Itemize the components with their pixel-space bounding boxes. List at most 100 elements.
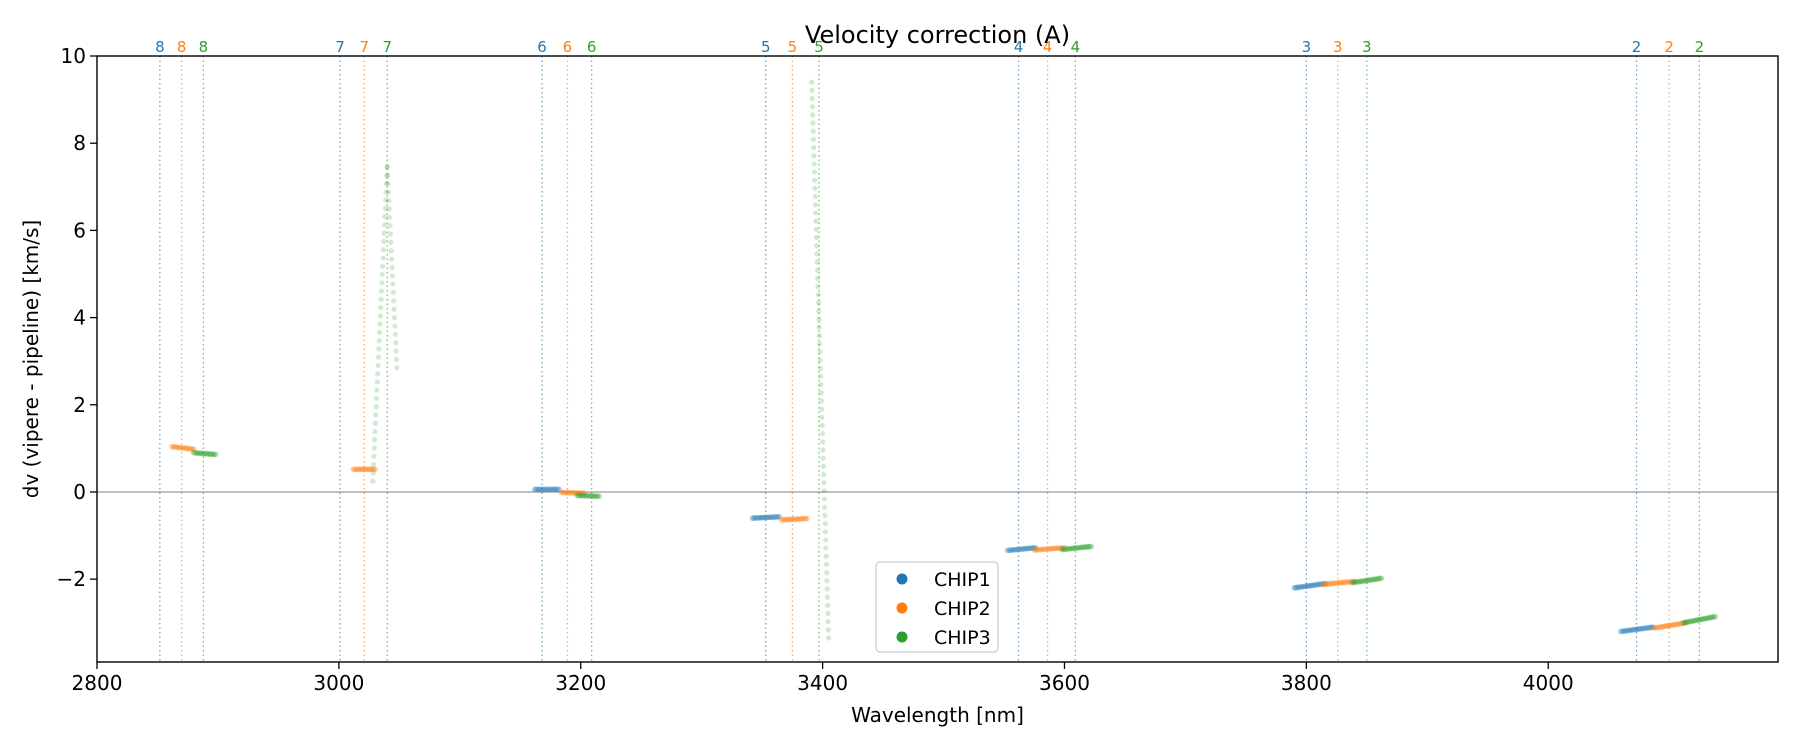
data-point-chip3 (580, 492, 587, 499)
data-point-chip2 (360, 466, 367, 473)
data-point-chip3-outlier (811, 153, 817, 159)
data-point-chip3-outlier (816, 308, 822, 314)
data-point-chip3-outlier (819, 406, 825, 412)
data-point-chip3 (1357, 578, 1364, 585)
data-point-chip3-outlier (378, 305, 384, 311)
data-point-chip3-outlier (810, 136, 817, 142)
data-point-chip3 (1081, 544, 1088, 551)
order-label-7-chip2: 7 (359, 38, 369, 56)
data-point-chip3 (1364, 577, 1371, 584)
data-point-chip3-outlier (391, 314, 398, 321)
legend-label-chip3: CHIP3 (934, 627, 991, 649)
data-point-chip3-outlier (814, 243, 820, 249)
data-point-chip3 (1685, 618, 1692, 625)
data-point-chip1 (1312, 582, 1319, 588)
data-point-chip3 (1060, 546, 1067, 553)
data-point-chip2 (1340, 579, 1347, 586)
data-point-chip2 (170, 443, 177, 450)
data-point-chip1 (1302, 583, 1309, 590)
data-point-chip2 (788, 516, 795, 523)
data-point-chip2 (569, 489, 575, 496)
data-point-chip1 (1004, 547, 1011, 554)
data-point-chip3-outlier (821, 471, 827, 478)
data-point-chip3-outlier (382, 214, 388, 220)
data-point-chip1 (754, 514, 761, 521)
data-point-chip2 (365, 466, 372, 473)
data-point-chip1 (556, 486, 562, 493)
data-point-chip1 (1018, 546, 1025, 552)
data-point-chip3 (1359, 578, 1366, 585)
data-points-layer (169, 79, 1719, 641)
data-point-chip3-outlier (385, 172, 391, 179)
data-point-chip3 (205, 451, 212, 457)
data-point-chip1 (749, 515, 756, 522)
data-point-chip1 (1006, 547, 1013, 554)
data-point-chip2 (1034, 546, 1041, 553)
data-point-chip2 (1049, 545, 1056, 552)
data-point-chip3 (1707, 614, 1714, 621)
data-point-chip3 (575, 492, 582, 499)
data-point-chip2 (1671, 621, 1678, 628)
data-point-chip2 (1678, 620, 1685, 627)
data-point-chip3 (579, 492, 586, 499)
data-point-chip2 (780, 516, 787, 523)
data-point-chip1 (1025, 545, 1032, 552)
data-point-chip1 (757, 514, 764, 521)
data-point-chip3 (1371, 576, 1378, 583)
data-point-chip3 (1361, 577, 1368, 584)
data-point-chip2 (189, 446, 195, 452)
data-point-chip3 (585, 493, 592, 499)
order-label-8-chip2: 8 (177, 38, 187, 56)
data-point-chip3 (1373, 576, 1380, 582)
data-point-chip3-outlier (819, 431, 826, 437)
data-point-chip1 (1314, 581, 1321, 588)
data-point-chip2 (1327, 580, 1333, 587)
data-point-chip3 (1354, 578, 1361, 585)
data-point-chip1 (1633, 626, 1640, 633)
data-point-chip3-outlier (373, 412, 379, 418)
order-label-8-chip1: 8 (155, 38, 165, 56)
data-point-chip3-outlier (812, 185, 818, 192)
data-point-chip3 (582, 492, 589, 499)
data-point-chip2 (1046, 545, 1053, 552)
data-point-chip3 (1074, 545, 1081, 551)
data-point-chip3-outlier (370, 478, 376, 484)
data-point-chip2 (1669, 622, 1676, 628)
data-point-chip3-outlier (384, 164, 390, 170)
data-point-chip3 (1064, 546, 1071, 552)
data-point-chip3 (194, 450, 201, 456)
data-point-chip3-outlier (822, 529, 829, 535)
data-point-chip3-outlier (815, 292, 821, 298)
data-point-chip1 (1023, 545, 1030, 552)
data-point-chip1 (1650, 624, 1657, 631)
data-point-chip2 (177, 444, 184, 451)
data-point-chip3-outlier (812, 202, 819, 208)
data-point-chip3 (1695, 616, 1702, 623)
data-point-chip2 (1033, 546, 1039, 553)
data-point-chip3 (1077, 544, 1084, 551)
data-point-chip1 (1619, 628, 1626, 635)
data-point-chip2 (1328, 580, 1335, 587)
data-point-chip1 (540, 486, 547, 493)
data-point-chip3-outlier (386, 198, 392, 204)
data-point-chip3 (589, 493, 596, 499)
data-point-chip2 (792, 516, 798, 523)
data-point-chip1 (550, 486, 557, 493)
data-point-chip1 (1029, 545, 1035, 551)
data-point-chip3-outlier (813, 218, 819, 224)
data-point-chip3 (590, 493, 597, 500)
order-label-3-chip1: 3 (1302, 38, 1312, 56)
data-point-chip2 (1323, 581, 1330, 587)
data-point-chip2 (803, 515, 810, 522)
data-point-chip2 (355, 466, 362, 473)
data-point-chip1 (1294, 584, 1301, 591)
data-point-chip3 (1356, 578, 1363, 585)
data-point-chip3-outlier (818, 382, 824, 388)
data-point-chip2 (1676, 620, 1683, 627)
data-point-chip3 (1694, 617, 1700, 624)
data-point-chip3-outlier (821, 488, 827, 494)
data-point-chip3-outlier (382, 205, 388, 212)
data-point-chip3-outlier (816, 316, 822, 322)
data-point-chip1 (756, 514, 763, 521)
data-point-chip3-outlier (390, 289, 396, 296)
